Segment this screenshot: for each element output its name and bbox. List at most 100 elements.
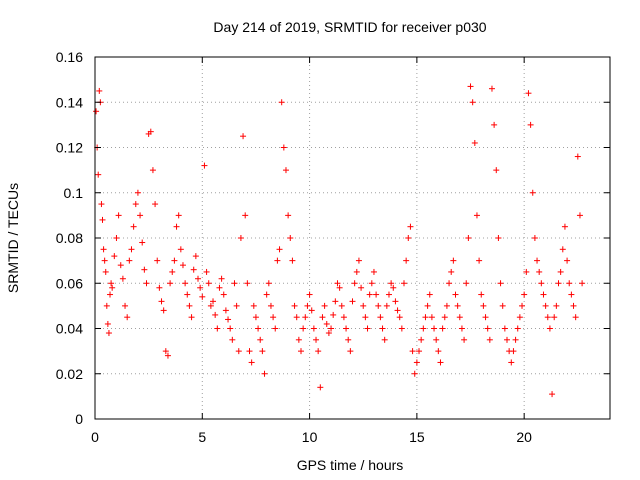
data-point	[424, 302, 431, 309]
data-point	[579, 280, 586, 287]
data-point	[370, 268, 377, 275]
data-point	[452, 291, 459, 298]
data-point	[411, 370, 418, 377]
data-point	[338, 302, 345, 309]
data-point	[353, 268, 360, 275]
data-point	[463, 280, 470, 287]
data-point	[313, 336, 320, 343]
data-point	[454, 302, 461, 309]
data-point	[409, 348, 416, 355]
data-point	[231, 280, 238, 287]
data-point	[162, 348, 169, 355]
data-point	[317, 384, 324, 391]
data-point	[366, 291, 373, 298]
data-point	[521, 291, 528, 298]
data-point	[143, 280, 150, 287]
data-point	[555, 280, 562, 287]
data-point	[302, 314, 309, 321]
data-point	[538, 280, 545, 287]
data-point	[351, 280, 358, 287]
data-point	[282, 167, 289, 174]
data-point	[574, 153, 581, 160]
y-axis-label: SRMTID / TECUs	[5, 183, 21, 293]
data-point	[103, 302, 110, 309]
data-point	[93, 108, 100, 115]
data-point	[267, 302, 274, 309]
data-point	[448, 268, 455, 275]
data-point	[435, 348, 442, 355]
data-point	[265, 280, 272, 287]
data-point	[381, 336, 388, 343]
data-point	[501, 325, 508, 332]
data-point	[117, 262, 124, 269]
data-point	[99, 216, 106, 223]
data-point	[218, 275, 225, 282]
data-point	[478, 291, 485, 298]
data-point	[248, 359, 255, 366]
data-point	[128, 246, 135, 253]
data-point	[240, 133, 247, 140]
data-point	[486, 336, 493, 343]
data-point	[197, 284, 204, 291]
data-point	[557, 268, 564, 275]
y-tick-label: 0.02	[56, 366, 83, 382]
data-point	[272, 325, 279, 332]
data-point	[428, 314, 435, 321]
data-point	[237, 235, 244, 241]
data-point	[169, 268, 176, 275]
data-point	[407, 223, 414, 230]
data-point	[154, 257, 161, 264]
data-point	[164, 352, 171, 359]
data-point	[523, 268, 530, 275]
data-point	[499, 302, 506, 309]
data-point	[274, 257, 281, 264]
data-point	[250, 302, 257, 309]
data-point	[195, 275, 201, 282]
data-point	[482, 314, 489, 321]
data-point	[285, 212, 292, 219]
data-point	[137, 212, 144, 219]
y-tick-label: 0.16	[56, 49, 83, 65]
data-point	[476, 257, 483, 264]
x-tick-label: 0	[91, 429, 99, 445]
data-point	[439, 325, 446, 332]
data-point	[210, 298, 217, 305]
data-point	[491, 121, 498, 128]
data-point	[95, 171, 102, 178]
data-point	[446, 280, 453, 287]
y-tick-label: 0.06	[56, 275, 83, 291]
data-point	[396, 314, 403, 321]
data-point	[508, 359, 515, 366]
data-point	[531, 235, 538, 241]
data-point	[235, 348, 242, 355]
data-point	[461, 336, 468, 343]
data-point	[392, 298, 399, 305]
data-point	[473, 212, 480, 219]
x-tick-label: 15	[409, 429, 425, 445]
data-point	[227, 325, 234, 332]
data-point	[186, 302, 193, 309]
data-point	[416, 348, 423, 355]
data-point	[179, 262, 186, 269]
data-point	[192, 253, 199, 260]
data-point	[244, 280, 251, 287]
data-point	[158, 298, 165, 305]
y-tick-label: 0.1	[64, 185, 84, 201]
x-axis-ticks: 0 5 10 15 20	[91, 57, 532, 445]
data-point	[488, 85, 495, 92]
data-point	[308, 307, 315, 314]
data-point	[101, 257, 108, 264]
chart-title: Day 214 of 2019, SRMTID for receiver p03…	[213, 19, 486, 35]
data-points	[93, 83, 586, 398]
data-point	[570, 302, 577, 309]
data-point	[572, 314, 579, 321]
data-point	[497, 280, 504, 287]
data-point	[225, 316, 232, 323]
data-point	[390, 284, 397, 291]
data-point	[546, 325, 553, 332]
data-point	[340, 314, 347, 321]
data-point	[177, 246, 184, 253]
data-point	[233, 302, 240, 309]
data-point	[173, 223, 180, 230]
